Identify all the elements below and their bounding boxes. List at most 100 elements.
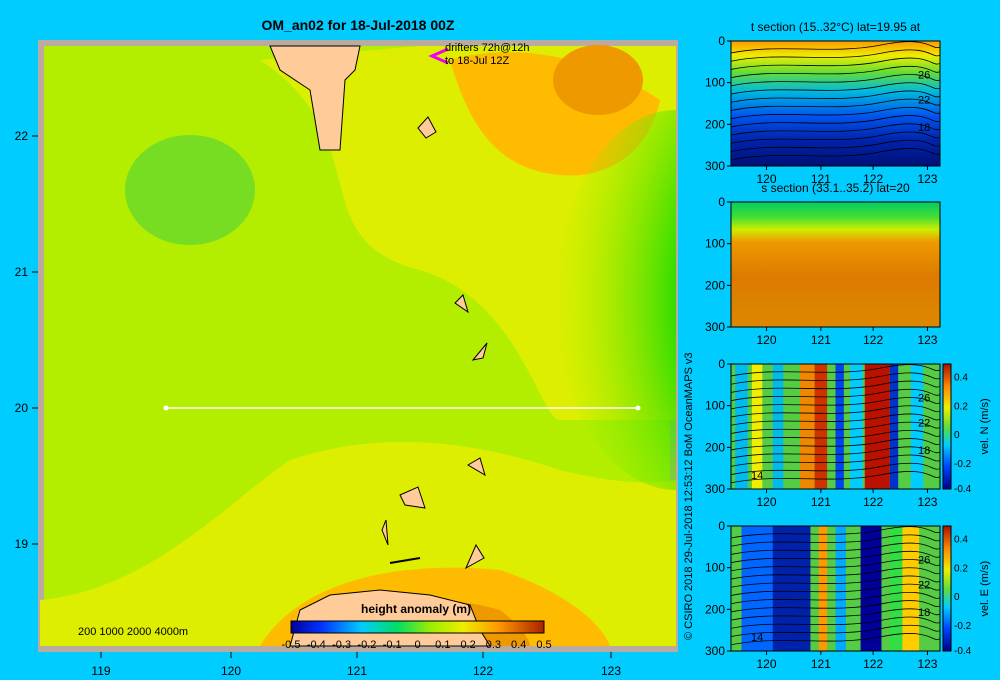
isotherm-contour (730, 616, 941, 629)
isotherm-contour (730, 106, 941, 120)
velocity-colorbar-tick-label: 0.2 (954, 401, 968, 412)
velocity-colorbar (942, 525, 952, 652)
isotherm-contour (730, 462, 941, 475)
colorbar-tick-label: 0.1 (435, 639, 450, 651)
drifter-arrow-icon (428, 47, 449, 65)
isotherm-contour (730, 454, 941, 467)
section-field (731, 41, 940, 166)
isotherm-contour (730, 633, 941, 646)
isotherm-contour (730, 372, 941, 385)
section-panel-title: t section (15..32°C) lat=19.95 at (751, 20, 921, 34)
isotherm-contour (730, 41, 941, 54)
isotherm-contour (730, 388, 941, 402)
map-y-tick-label: 22 (15, 129, 29, 143)
isotherm-contour (730, 550, 941, 564)
colorbar-title: height anomaly (m) (361, 602, 471, 616)
colorbar-ticks: -0.5 -0.4 -0.3 -0.2 -0.1 0 0.1 0.2 0.3 0.4 0.5 (282, 639, 552, 651)
contour-label: 18 (918, 122, 930, 134)
contour-label: 22 (918, 95, 930, 107)
velocity-band (799, 364, 815, 489)
map-island (417, 116, 437, 139)
section-x-tick-label: 120 (757, 657, 777, 671)
isotherm-contour (730, 429, 941, 443)
colorbar-tick-label: 0.3 (486, 639, 501, 651)
section-x-tick-label: 121 (811, 495, 831, 509)
section-y-tick-label: 100 (705, 76, 725, 90)
section-panel: t section (15..32°C) lat=19.95 at 26 22 18 0… (705, 20, 941, 186)
section-y-tick-label: 0 (718, 357, 725, 371)
section-x-tick-label: 122 (863, 495, 883, 509)
section-y-tick-label: 0 (718, 519, 725, 533)
map-x-tick-label: 123 (601, 664, 621, 678)
drifters-label-2: to 18-Jul 12Z (445, 55, 509, 67)
map-orange-core-ne (553, 45, 643, 115)
velocity-colorbar (942, 363, 952, 490)
map-island (464, 543, 485, 570)
map-green-eddy-east (556, 110, 676, 490)
isotherm-contour (730, 534, 941, 547)
velocity-colorbar-tick-label: 0.2 (954, 563, 968, 574)
colorbar-tick-label: 0.2 (460, 639, 475, 651)
isotherm-contour (730, 49, 941, 62)
velocity-band (910, 364, 924, 489)
section-y-tick-label: 300 (705, 644, 725, 658)
isotherm-contour (730, 139, 941, 152)
map-title: OM_an02 for 18-Jul-2018 00Z (262, 17, 455, 33)
colorbar-tick-label: 0.4 (511, 639, 526, 651)
section-x-tick-label: 121 (811, 657, 831, 671)
isotherm-contour (730, 559, 941, 572)
velocity-band (772, 364, 784, 489)
section-y-tick-label: 300 (705, 320, 725, 334)
map-y-tick-label: 19 (15, 537, 29, 551)
section-panel: 26 22 18 14 0 100 200 300 120 121 122 123 0.4 0.2 0 -0.… (705, 519, 991, 671)
section-panel-title: s section (33.1..35.2) lat=20 (761, 181, 910, 195)
map-island (467, 457, 486, 477)
section-panel: s section (33.1..35.2) lat=20 0 100 200 300 1… (705, 181, 941, 347)
velocity-band (835, 364, 844, 489)
velocity-band (902, 526, 920, 651)
height-anomaly-colorbar (290, 620, 545, 634)
isotherm-contour (730, 438, 941, 451)
depth-legend: 200 1000 2000 4000m (78, 626, 188, 638)
isotherm-contour (730, 526, 941, 539)
section-line-end (635, 405, 641, 411)
section-y-tick-label: 0 (718, 34, 725, 48)
velocity-band (814, 364, 828, 489)
section-x-tick-label: 123 (917, 172, 937, 186)
isotherm-contour (730, 446, 941, 459)
contour-label: 22 (918, 418, 930, 430)
section-y-tick-label: 200 (705, 117, 725, 131)
contour-label: 14 (751, 470, 763, 482)
contour-label: 26 (918, 393, 930, 405)
isotherm-contour (730, 364, 941, 377)
section-x-tick-label: 120 (757, 172, 777, 186)
section-x-tick-label: 121 (811, 172, 831, 186)
isotherm-contour (730, 74, 941, 87)
section-field (731, 202, 940, 327)
section-x-tick-label: 122 (863, 172, 883, 186)
map-island (399, 486, 426, 509)
velocity-band (835, 526, 846, 651)
isotherm-contour (730, 624, 941, 637)
velocity-band (772, 526, 811, 651)
isotherm-contour (730, 90, 941, 103)
velocity-colorbar-tick-label: 0.4 (954, 535, 968, 546)
isotherm-contour (730, 608, 941, 621)
section-panel: 26 22 18 14 0 100 200 300 120 121 122 123 0.4 0.2 0 -0.… (705, 357, 991, 509)
velocity-colorbar-tick-label: -0.2 (954, 459, 972, 470)
isotherm-contour (730, 405, 941, 418)
isotherm-contour (730, 148, 941, 161)
contour-label: 26 (918, 555, 930, 567)
isotherm-contour (730, 567, 941, 580)
velocity-colorbar-tick-label: 0.4 (954, 373, 968, 384)
colorbar-tick-label: -0.4 (307, 639, 326, 651)
section-y-tick-label: 300 (705, 159, 725, 173)
map-x-tick-label: 119 (91, 664, 110, 678)
isotherm-contour (730, 575, 941, 588)
map-x-axis: 119 120 121 122 123 (91, 652, 621, 678)
velocity-colorbar-tick-label: -0.4 (954, 484, 972, 495)
colorbar-tick-label: -0.5 (282, 639, 301, 651)
velocity-colorbar-tick-label: 0 (954, 592, 960, 603)
contour-label: 18 (918, 445, 930, 457)
